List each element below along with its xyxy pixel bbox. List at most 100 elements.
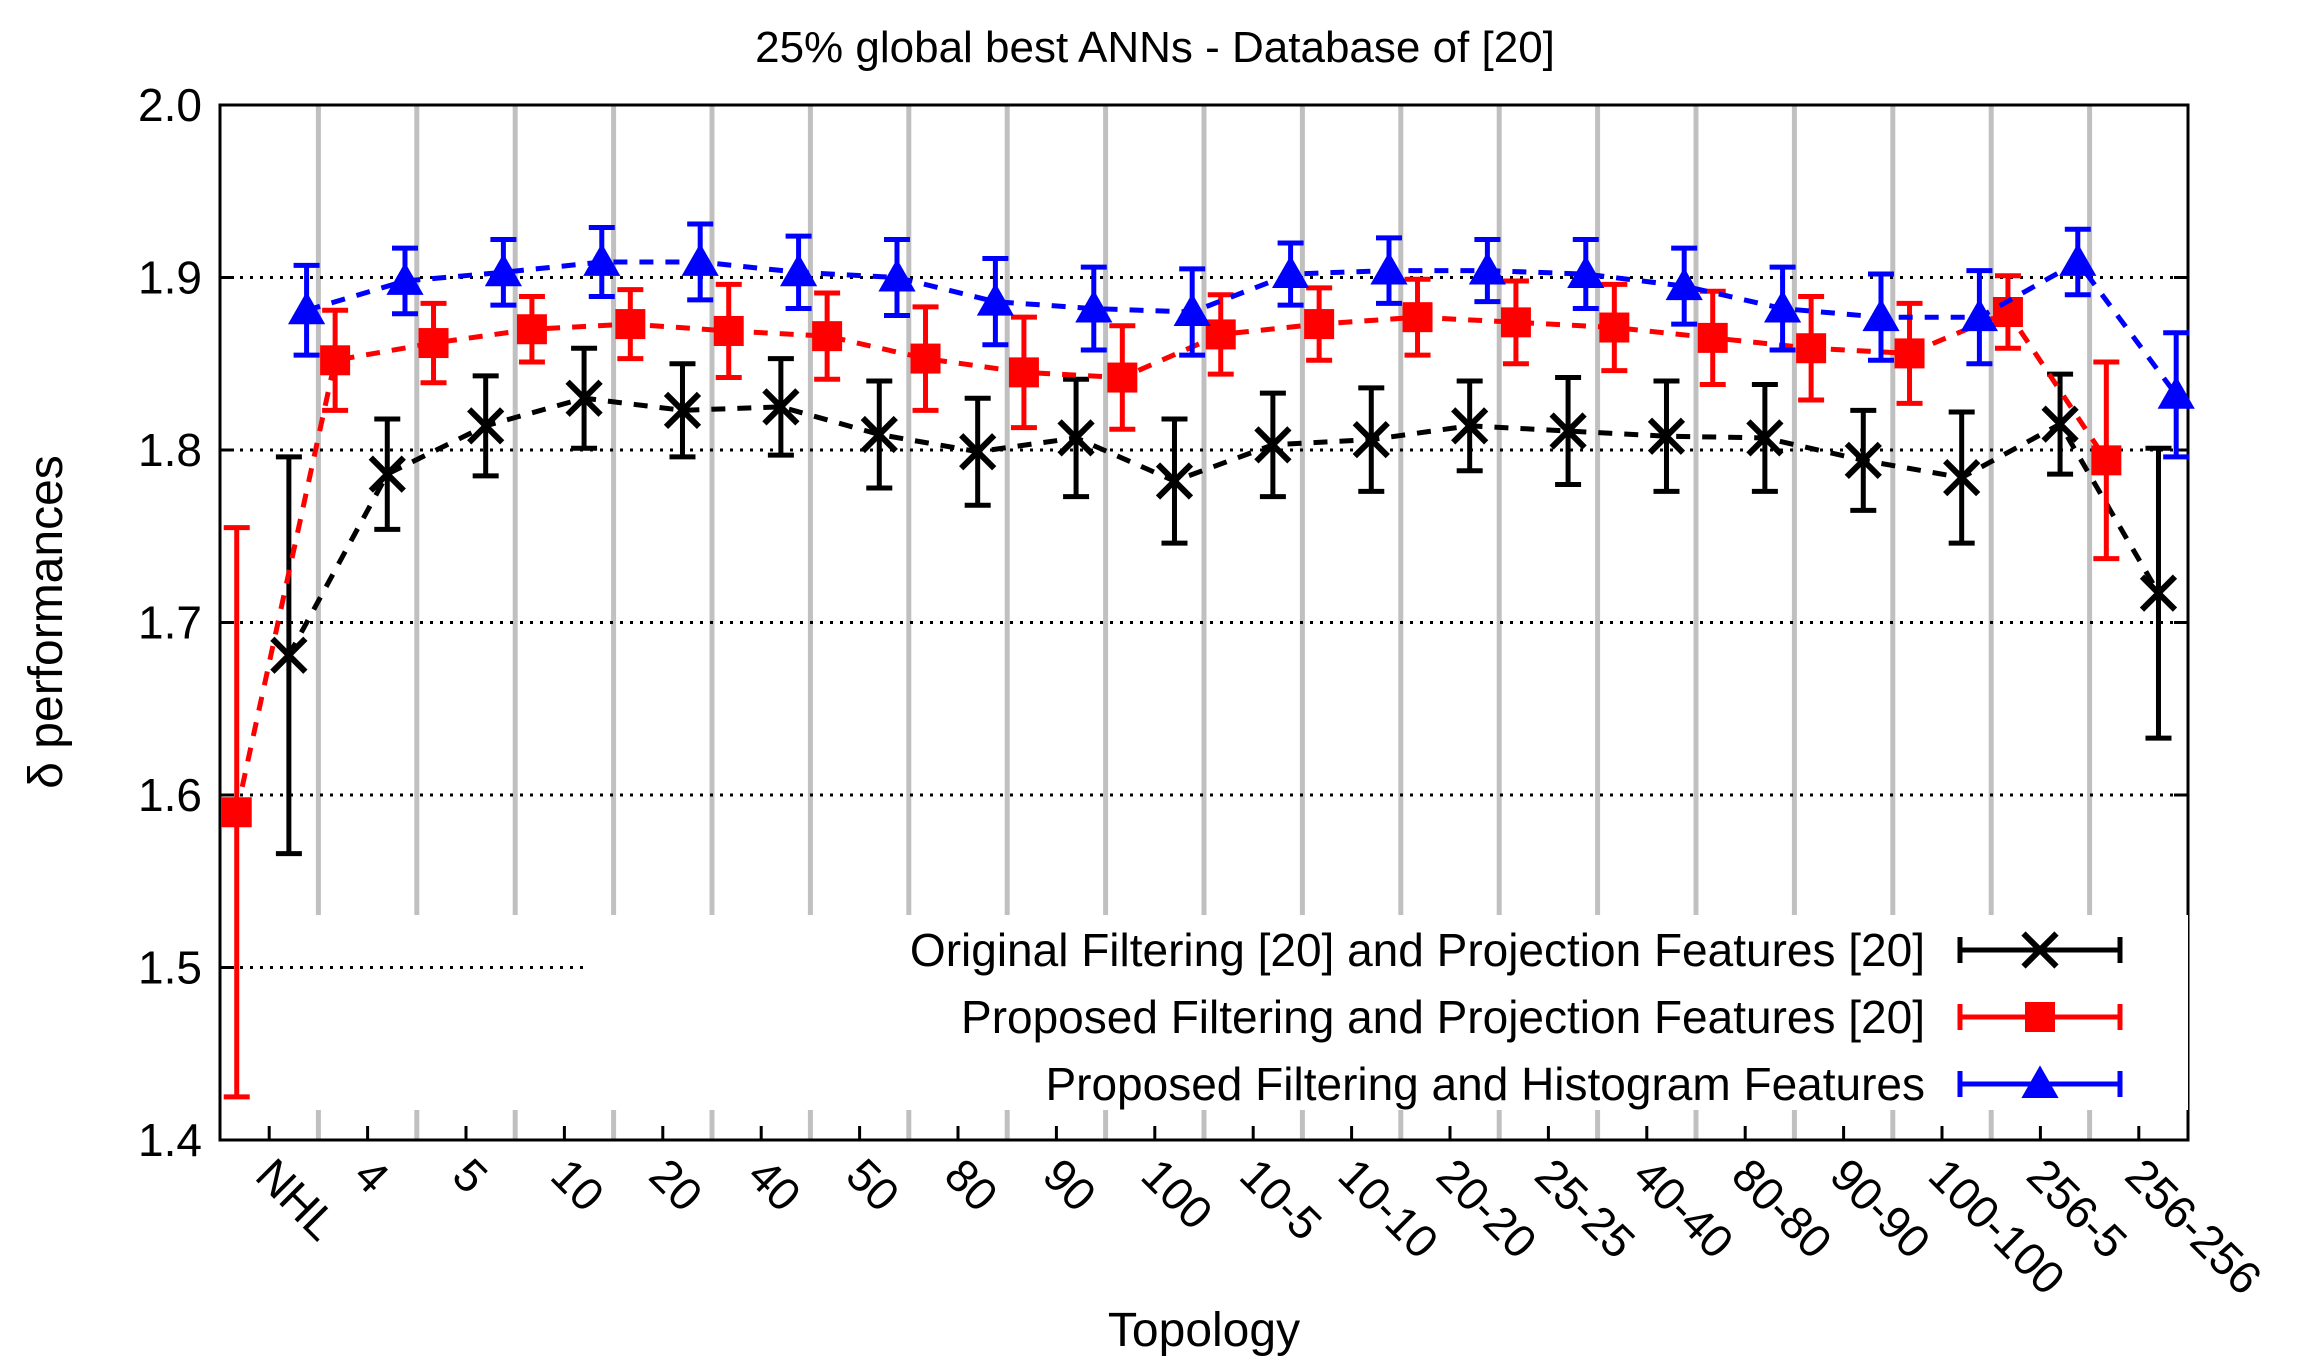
- triangle-marker: [1271, 255, 1310, 288]
- x-axis-label: Topology: [1108, 1304, 1300, 1357]
- cross-marker: [2139, 574, 2178, 612]
- square-marker: [418, 328, 449, 359]
- triangle-marker: [1862, 298, 1900, 332]
- cross-marker: [1943, 458, 1981, 497]
- cross-marker: [270, 636, 308, 674]
- legend: Original Filtering [20] and Projection F…: [590, 915, 2188, 1110]
- cross-marker: [1647, 417, 1686, 455]
- y-tick-label: 1.9: [138, 252, 202, 304]
- cross-marker: [1549, 412, 1587, 450]
- square-marker: [1599, 312, 1630, 343]
- series-triangle: [287, 221, 2195, 460]
- square-marker: [516, 314, 547, 345]
- square-marker: [812, 321, 843, 352]
- square-marker: [2091, 445, 2122, 476]
- y-tick-label: 2.0: [138, 79, 202, 131]
- cross-marker: [1254, 426, 1292, 464]
- x-tick-label: 10-10: [1329, 1148, 1449, 1268]
- series-layer: [221, 221, 2195, 1100]
- x-tick-label: 256-256: [2116, 1148, 2272, 1304]
- square-marker: [1008, 357, 1039, 388]
- cross-marker: [762, 388, 800, 426]
- triangle-marker: [386, 262, 424, 295]
- cross-marker: [368, 455, 406, 493]
- legend-background: [590, 915, 2188, 1110]
- square-marker: [1500, 307, 1531, 338]
- cross-marker: [2021, 931, 2059, 969]
- square-marker: [1107, 362, 1138, 393]
- triangle-marker: [2157, 376, 2195, 409]
- cross-marker: [565, 379, 603, 417]
- cross-marker: [1844, 441, 1882, 479]
- legend-label: Proposed Filtering and Histogram Feature…: [1045, 1058, 1925, 1110]
- x-tick-label: 90-90: [1821, 1148, 1941, 1268]
- triangle-marker: [2021, 1065, 2059, 1098]
- series-line: [234, 308, 2109, 813]
- cross-marker: [1057, 419, 1095, 457]
- y-tick-label: 1.5: [138, 942, 202, 994]
- triangle-marker: [1567, 255, 1605, 288]
- triangle-marker: [1763, 289, 1802, 323]
- x-tick-label: 50: [837, 1148, 910, 1221]
- square-marker: [1304, 309, 1335, 340]
- triangle-marker: [287, 291, 326, 325]
- x-tick-label: 10: [541, 1148, 614, 1221]
- x-tick-label: 5: [443, 1148, 498, 1203]
- y-tick-label: 1.8: [138, 424, 202, 476]
- cross-marker: [860, 415, 898, 454]
- square-marker: [910, 343, 941, 374]
- triangle-marker: [583, 243, 621, 276]
- x-tick-label: 80-80: [1722, 1148, 1842, 1268]
- cross-marker: [1155, 462, 1194, 500]
- square-marker: [1697, 322, 1728, 353]
- triangle-marker: [1468, 252, 1506, 285]
- square-marker: [1402, 302, 1433, 333]
- triangle-marker: [1075, 289, 1113, 323]
- x-tick-label: 20: [640, 1148, 713, 1221]
- x-tick-label: 25-25: [1525, 1148, 1645, 1268]
- x-tick-label: 80: [935, 1148, 1008, 1221]
- triangle-marker: [779, 253, 818, 287]
- cross-marker: [959, 433, 997, 471]
- triangle-marker: [1370, 252, 1408, 285]
- series-square: [221, 273, 2122, 1100]
- series-cross: [270, 345, 2178, 857]
- x-tick-label: 40: [738, 1148, 811, 1221]
- x-tick-label: 100: [1132, 1148, 1223, 1239]
- cross-marker: [1451, 407, 1489, 445]
- square-marker: [221, 797, 252, 828]
- y-tick-label: 1.7: [138, 597, 202, 649]
- square-marker: [2025, 1002, 2055, 1032]
- x-tick-label: 4: [345, 1148, 400, 1203]
- square-marker: [1796, 333, 1827, 364]
- square-marker: [713, 315, 744, 346]
- legend-label: Original Filtering [20] and Projection F…: [910, 924, 1925, 976]
- square-marker: [615, 309, 646, 340]
- cross-marker: [1352, 421, 1390, 459]
- x-tick-label: 10-5: [1230, 1148, 1332, 1250]
- x-tick-label: NHL: [246, 1148, 348, 1250]
- y-tick-label: 1.6: [138, 769, 202, 821]
- y-axis-ticks: 1.4 1.5 1.6 1.7 1.8 1.9 2.0: [138, 79, 2188, 1166]
- square-marker: [1205, 319, 1236, 350]
- cross-marker: [2041, 405, 2079, 443]
- x-tick-label: 90: [1033, 1148, 1106, 1221]
- legend-label: Proposed Filtering and Projection Featur…: [961, 991, 1925, 1043]
- triangle-marker: [1665, 267, 1703, 301]
- triangle-marker: [976, 283, 1014, 316]
- x-tick-label: 20-20: [1427, 1148, 1547, 1268]
- y-tick-label: 1.4: [138, 1114, 202, 1166]
- square-marker: [320, 345, 351, 376]
- triangle-marker: [878, 258, 916, 292]
- square-marker: [1894, 338, 1925, 369]
- triangle-marker: [484, 253, 522, 287]
- series-line: [305, 258, 2179, 397]
- cross-marker: [1746, 419, 1784, 457]
- y-axis-label: δ performances: [20, 455, 73, 789]
- triangle-marker: [681, 243, 719, 276]
- triangle-marker: [2059, 243, 2097, 276]
- x-tick-label: 40-40: [1624, 1148, 1744, 1268]
- cross-marker: [467, 407, 505, 445]
